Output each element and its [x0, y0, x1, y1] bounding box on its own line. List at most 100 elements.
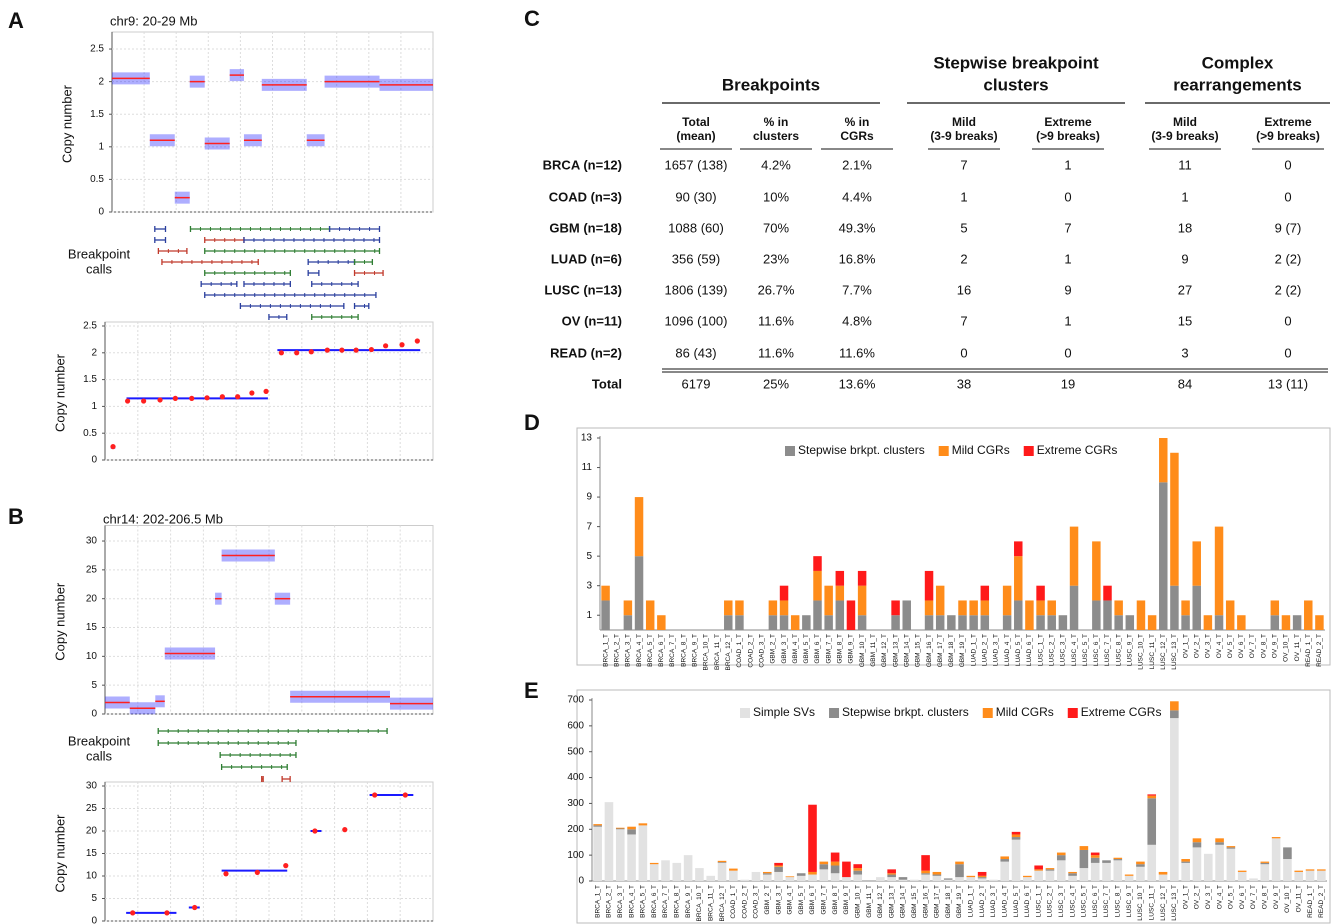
bar-segment: [830, 865, 840, 874]
bar-segment: [1011, 834, 1021, 838]
table-cell: 19: [1061, 376, 1075, 391]
column-header: (>9 breaks): [1036, 129, 1100, 143]
bar-segment: [1045, 869, 1055, 871]
x-tick-label: LUSC_6_T: [1092, 885, 1099, 917]
bar-segment: [774, 871, 783, 881]
bar-segment: [813, 570, 822, 601]
x-tick-label: BRCA_4_T: [636, 634, 643, 667]
bar-segment: [740, 879, 749, 881]
bar-segment: [853, 870, 863, 875]
x-tick-label: GBM_5_T: [798, 885, 805, 915]
bar-segment: [1036, 600, 1045, 616]
x-tick-label: READ_1_T: [1307, 885, 1314, 918]
table-cell: 26.7%: [758, 282, 795, 297]
bar-segment: [1034, 869, 1043, 871]
table-cell: 1: [960, 189, 967, 204]
table-cell: 86 (43): [675, 345, 716, 360]
x-tick-label: LUSC_10_T: [1137, 885, 1144, 921]
bar-segment: [1136, 866, 1145, 881]
bar-segment: [1014, 541, 1023, 557]
bar-segment: [785, 876, 795, 878]
point: [312, 828, 318, 834]
bar-segment: [808, 874, 817, 881]
group-header: Stepwise breakpoint: [933, 53, 1099, 72]
x-tick-label: LUAD_5_T: [1015, 634, 1022, 666]
bar-segment: [1068, 873, 1077, 876]
x-tick-label: BRCA_5_T: [640, 885, 647, 918]
table-cell: 2 (2): [1275, 251, 1302, 266]
bar-segment: [768, 600, 778, 616]
bar-segment: [1226, 848, 1236, 881]
x-tick-label: OV_7_T: [1249, 634, 1256, 658]
bar-segment: [813, 600, 822, 630]
x-tick-label: GBM_17_T: [934, 885, 941, 918]
bar-segment: [977, 871, 987, 876]
bar-segment: [887, 877, 896, 881]
x-tick-label: BRCA_2_T: [606, 885, 613, 918]
x-tick-label: GBM_18_T: [948, 634, 955, 667]
bar-segment: [808, 804, 817, 872]
bar-segment: [717, 860, 727, 863]
row-label: READ (n=2): [550, 345, 622, 360]
bar-segment: [1192, 838, 1202, 843]
legend-label: Stepwise brkpt. clusters: [842, 705, 969, 719]
bar-segment: [762, 871, 772, 874]
legend-swatch: [1023, 446, 1034, 456]
point: [353, 347, 359, 353]
bar-segment: [966, 877, 976, 881]
x-tick-label: BRCA_10_T: [696, 885, 703, 922]
bar-segment: [638, 823, 648, 826]
y-tick-label: 25: [86, 565, 98, 576]
bar-segment: [762, 874, 772, 881]
bar-segment: [891, 600, 900, 616]
bar-segment: [1159, 482, 1168, 630]
bar-segment: [1214, 615, 1224, 630]
x-tick-label: LUAD_1_T: [968, 885, 975, 917]
x-tick-label: GBM_9_T: [843, 885, 850, 915]
bar-segment: [1292, 615, 1302, 630]
bar-segment: [1270, 615, 1280, 630]
bar-segment: [645, 600, 655, 630]
table-cell: 13 (11): [1268, 376, 1308, 391]
x-tick-label: OV_10_T: [1284, 885, 1291, 913]
bar-segment: [1305, 869, 1315, 871]
x-tick-label: GBM_16_T: [926, 634, 933, 667]
bar-segment: [1068, 875, 1077, 881]
bar-segment: [649, 862, 659, 865]
x-tick-label: LUSC_10_T: [1138, 634, 1145, 670]
column-header: (>9 breaks): [1256, 129, 1320, 143]
x-tick-label: OV_4_T: [1216, 885, 1223, 909]
bar-segment: [1170, 710, 1179, 719]
x-tick-label: COAD_3_T: [753, 885, 760, 919]
x-tick-label: READ_2_T: [1318, 885, 1325, 918]
point: [254, 869, 260, 876]
x-tick-label: LUSC_9_T: [1126, 885, 1133, 917]
x-tick-label: LUAD_2_T: [979, 885, 986, 917]
bar-segment: [853, 864, 863, 869]
bar-segment: [1147, 615, 1157, 630]
x-tick-label: GBM_4_T: [792, 634, 799, 664]
bar-segment: [989, 879, 998, 881]
bar-segment: [887, 869, 896, 874]
y-tick-label: 100: [567, 850, 584, 861]
column-header: Extreme: [1264, 115, 1312, 129]
x-tick-label: BRCA_7_T: [662, 885, 669, 918]
bar-segment: [835, 585, 845, 601]
y-tick-label: 15: [86, 622, 98, 633]
point: [324, 347, 330, 353]
bar-segment: [1114, 600, 1123, 616]
table-cell: 11: [1178, 157, 1192, 172]
bar-segment: [1271, 837, 1281, 839]
group-header: rearrangements: [1173, 75, 1302, 94]
x-tick-label: LUAD_6_T: [1026, 634, 1033, 666]
bar-segment: [724, 600, 733, 616]
bar-segment: [627, 829, 636, 835]
bar-segment: [819, 864, 829, 870]
table-cell: 2: [960, 251, 967, 266]
y-tick-label: 0: [91, 455, 97, 466]
bar-segment: [1079, 846, 1089, 850]
column-header: Total: [682, 115, 710, 129]
x-tick-label: GBM_7_T: [821, 885, 828, 915]
bar-segment: [921, 870, 930, 874]
point: [110, 444, 116, 450]
